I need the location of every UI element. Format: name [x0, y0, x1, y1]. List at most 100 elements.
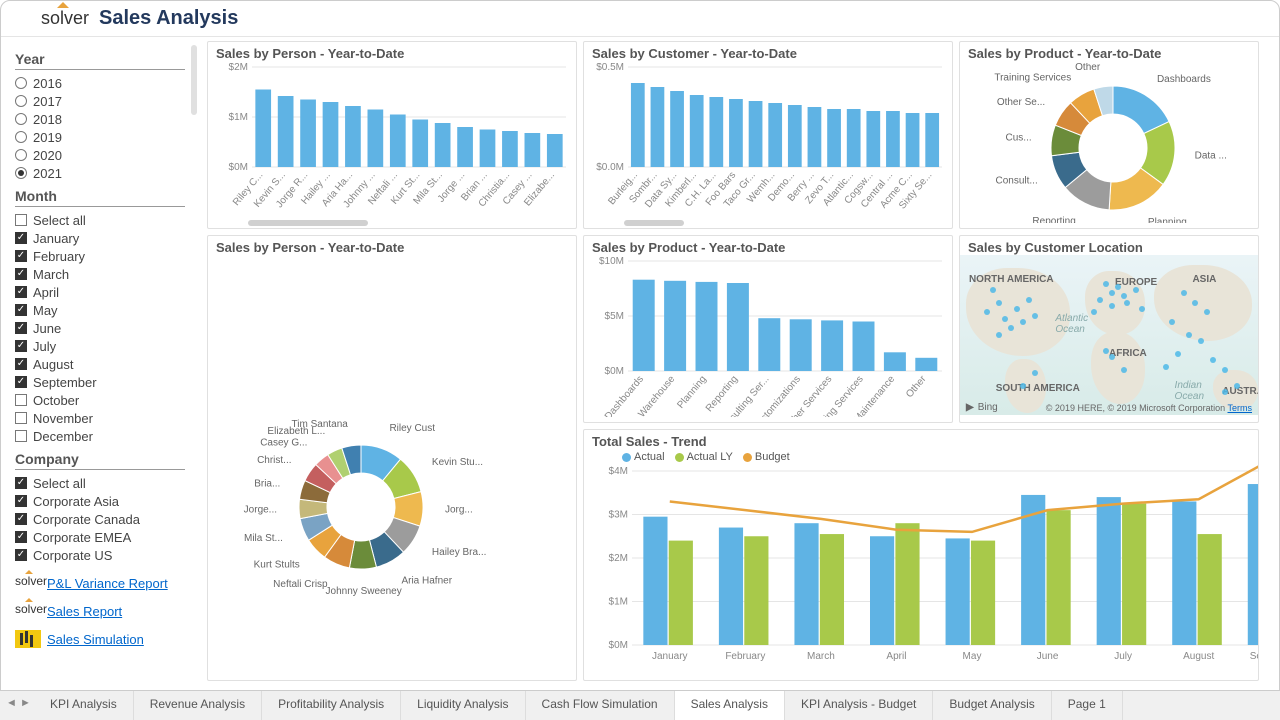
year-option-2017[interactable]: 2017	[15, 92, 201, 110]
month-option[interactable]: October	[15, 391, 201, 409]
company-option[interactable]: Corporate EMEA	[15, 528, 201, 546]
svg-text:September: September	[1250, 651, 1259, 662]
map-label: NORTH AMERICA	[969, 274, 1054, 285]
month-option[interactable]: November	[15, 409, 201, 427]
svg-text:$2M: $2M	[609, 553, 628, 564]
svg-text:Tim Santana: Tim Santana	[292, 419, 349, 430]
month-option[interactable]: August	[15, 355, 201, 373]
svg-text:$4M: $4M	[609, 466, 628, 477]
svg-text:$0.5M: $0.5M	[596, 63, 624, 73]
svg-text:$2M: $2M	[229, 63, 248, 73]
tab-kpi analysis - budget[interactable]: KPI Analysis - Budget	[785, 691, 933, 720]
map-attribution: © 2019 HERE, © 2019 Microsoft Corporatio…	[1046, 403, 1252, 413]
svg-text:$3M: $3M	[609, 510, 628, 521]
svg-text:$0M: $0M	[229, 162, 248, 173]
svg-text:$0M: $0M	[609, 640, 628, 651]
card-title: Total Sales - Trend	[592, 434, 1250, 449]
tab-page 1[interactable]: Page 1	[1052, 691, 1123, 720]
chart-scrollbar[interactable]	[248, 220, 368, 226]
svg-text:Planning: Planning	[1148, 217, 1187, 223]
year-option-2019[interactable]: 2019	[15, 128, 201, 146]
svg-text:Kurt Stults: Kurt Stults	[254, 560, 300, 571]
tab-cash flow simulation[interactable]: Cash Flow Simulation	[526, 691, 675, 720]
svg-text:Neftali Crisp: Neftali Crisp	[273, 579, 328, 590]
svg-text:Hailey Bra...: Hailey Bra...	[432, 547, 486, 558]
svg-text:June: June	[1037, 651, 1059, 662]
sales-by-person-bar-card: Sales by Person - Year-to-Date $0M $1M $2M…	[207, 41, 577, 229]
header: solver Sales Analysis	[1, 1, 1279, 37]
month-option[interactable]: February	[15, 247, 201, 265]
dashboard-content: Sales by Person - Year-to-Date $0M $1M $2M…	[201, 37, 1279, 685]
svg-text:Aria Hafner: Aria Hafner	[401, 576, 452, 587]
bottom-tabs: KPI AnalysisRevenue AnalysisProfitabilit…	[0, 690, 1280, 720]
sales-by-location-map-card: Sales by Customer Location NORTH AMERICA…	[959, 235, 1259, 423]
svg-text:Johnny Sweeney: Johnny Sweeney	[326, 586, 402, 597]
svg-text:Kevin Stu...: Kevin Stu...	[432, 457, 483, 468]
company-option[interactable]: Select all	[15, 474, 201, 492]
tab-kpi analysis[interactable]: KPI Analysis	[34, 691, 134, 720]
month-option[interactable]: Select all	[15, 211, 201, 229]
month-option[interactable]: April	[15, 283, 201, 301]
sales-by-customer-bar-card: Sales by Customer - Year-to-Date $0.0M $0…	[583, 41, 953, 229]
svg-text:Planning: Planning	[675, 374, 708, 411]
tab-profitability analysis[interactable]: Profitability Analysis	[262, 691, 401, 720]
month-option[interactable]: May	[15, 301, 201, 319]
svg-text:Other Se...: Other Se...	[997, 97, 1045, 108]
svg-text:$10M: $10M	[599, 257, 624, 267]
svg-text:Cus...: Cus...	[1006, 133, 1032, 144]
report-link[interactable]: solverP&L Variance Report	[15, 574, 201, 592]
svg-text:$0.0M: $0.0M	[596, 162, 624, 173]
svg-text:January: January	[652, 651, 688, 662]
svg-text:$1M: $1M	[229, 112, 248, 123]
svg-text:April: April	[886, 651, 906, 662]
company-option[interactable]: Corporate US	[15, 546, 201, 564]
svg-text:Riley Cust: Riley Cust	[389, 423, 435, 434]
tab-revenue analysis[interactable]: Revenue Analysis	[134, 691, 262, 720]
trend-legend: Actual Actual LY Budget	[622, 451, 1250, 463]
sales-by-product-donut-card: Sales by Product - Year-to-Date Dashboar…	[959, 41, 1259, 229]
svg-text:Christ...: Christ...	[257, 455, 291, 466]
company-filter-title: Company	[15, 451, 185, 470]
svg-text:February: February	[725, 651, 765, 662]
tab-sales analysis[interactable]: Sales Analysis	[675, 691, 785, 720]
terms-link[interactable]: Terms	[1228, 403, 1253, 413]
company-option[interactable]: Corporate Asia	[15, 492, 201, 510]
sales-by-person-donut-card: Sales by Person - Year-to-Date Riley Cus…	[207, 235, 577, 681]
map-label: ASIA	[1192, 274, 1216, 285]
year-option-2016[interactable]: 2016	[15, 74, 201, 92]
ocean-label: AtlanticOcean	[1055, 313, 1088, 335]
month-option[interactable]: January	[15, 229, 201, 247]
svg-text:Other: Other	[904, 373, 929, 400]
company-option[interactable]: Corporate Canada	[15, 510, 201, 528]
card-title: Sales by Customer - Year-to-Date	[592, 46, 944, 61]
tab-budget analysis[interactable]: Budget Analysis	[933, 691, 1051, 720]
svg-text:August: August	[1183, 651, 1214, 662]
card-title: Sales by Person - Year-to-Date	[216, 46, 568, 61]
svg-text:Reporting: Reporting	[1032, 216, 1075, 223]
svg-text:$0M: $0M	[605, 366, 624, 377]
card-title: Sales by Product - Year-to-Date	[968, 46, 1250, 61]
year-option-2021[interactable]: 2021	[15, 164, 201, 182]
card-title: Sales by Customer Location	[960, 236, 1258, 255]
card-title: Sales by Product - Year-to-Date	[592, 240, 944, 255]
svg-text:Casey G...: Casey G...	[260, 437, 307, 448]
month-option[interactable]: June	[15, 319, 201, 337]
month-option[interactable]: December	[15, 427, 201, 445]
svg-text:Data ...: Data ...	[1195, 151, 1227, 162]
report-link[interactable]: solverSales Report	[15, 602, 201, 620]
year-filter-title: Year	[15, 51, 185, 70]
year-option-2020[interactable]: 2020	[15, 146, 201, 164]
sales-by-product-bar-card: Sales by Product - Year-to-Date $0M$5M$1…	[583, 235, 953, 423]
map-provider: ▶Bing	[966, 402, 998, 413]
year-option-2018[interactable]: 2018	[15, 110, 201, 128]
month-option[interactable]: July	[15, 337, 201, 355]
chart-scrollbar[interactable]	[624, 220, 684, 226]
month-option[interactable]: March	[15, 265, 201, 283]
tab-liquidity analysis[interactable]: Liquidity Analysis	[401, 691, 525, 720]
svg-text:Dashboards: Dashboards	[1157, 74, 1211, 85]
page-title: Sales Analysis	[99, 7, 238, 30]
report-link[interactable]: Sales Simulation	[15, 630, 201, 648]
sidebar-scrollbar[interactable]	[191, 45, 197, 115]
month-option[interactable]: September	[15, 373, 201, 391]
map-area[interactable]: NORTH AMERICA EUROPE ASIA AFRICA SOUTH A…	[960, 255, 1258, 415]
